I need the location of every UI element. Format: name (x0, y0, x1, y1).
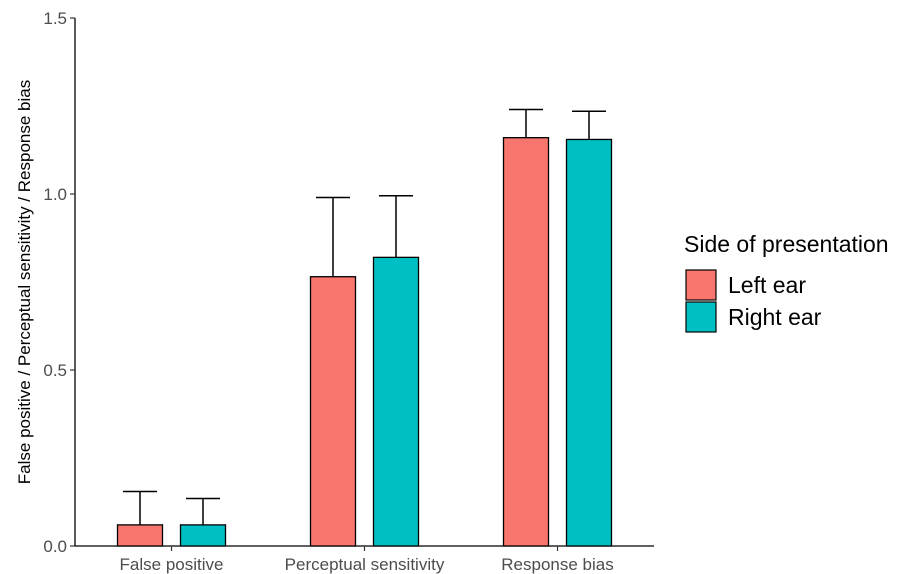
legend-label: Left ear (728, 272, 806, 298)
bar (116, 524, 164, 547)
y-tick-label: 0.0 (43, 537, 67, 556)
bar (309, 276, 357, 547)
y-axis-title: False positive / Perceptual sensitivity … (15, 80, 34, 484)
bar (565, 138, 613, 547)
y-tick-label: 0.5 (43, 361, 67, 380)
bar (179, 524, 227, 547)
bar (372, 256, 420, 547)
x-tick-label: Perceptual sensitivity (285, 555, 445, 574)
legend-label: Right ear (728, 304, 822, 330)
y-tick-label: 1.5 (43, 9, 67, 28)
legend-title: Side of presentation (684, 231, 889, 257)
legend-key (685, 269, 717, 301)
bar (502, 137, 550, 547)
legend-key (685, 301, 717, 333)
x-tick-label: Response bias (501, 555, 613, 574)
y-tick-label: 1.0 (43, 185, 67, 204)
x-tick-label: False positive (120, 555, 224, 574)
